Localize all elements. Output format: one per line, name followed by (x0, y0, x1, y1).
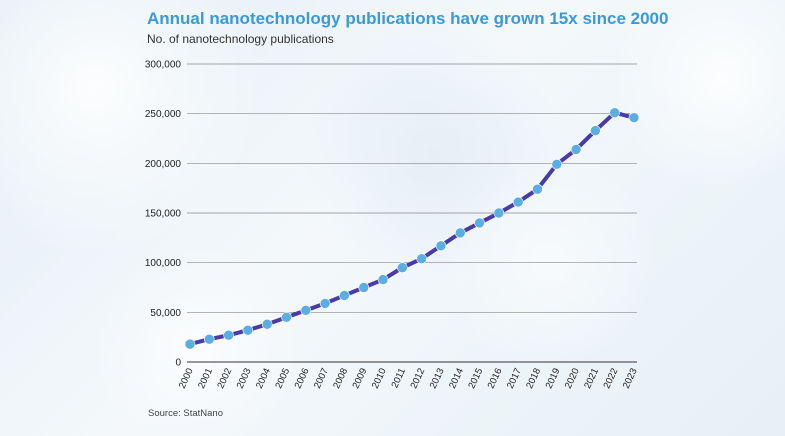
data-point (281, 311, 292, 323)
x-tick-label: 2012 (408, 367, 427, 391)
x-tick-label: 2019 (544, 367, 563, 391)
data-point (454, 227, 466, 239)
data-point (590, 125, 601, 136)
y-tick-label: 300,000 (145, 60, 182, 71)
data-point (184, 338, 196, 350)
data-point (358, 282, 370, 293)
data-point (242, 324, 254, 336)
x-tick-label: 2009 (351, 367, 370, 391)
x-tick-label: 2001 (196, 367, 215, 391)
x-tick-label: 2000 (177, 367, 196, 391)
x-tick-label: 2021 (582, 367, 601, 391)
data-point (532, 183, 543, 195)
x-tick-label: 2011 (389, 367, 408, 390)
data-point (435, 240, 447, 252)
x-tick-label: 2007 (312, 367, 331, 391)
x-tick-label: 2017 (505, 367, 524, 391)
data-point (300, 305, 312, 316)
data-point (339, 290, 350, 301)
y-tick-label: 250,000 (145, 109, 182, 120)
data-point (416, 253, 427, 264)
chart-title: Annual nanotechnology publications have … (147, 9, 669, 28)
x-tick-label: 2006 (293, 367, 312, 391)
x-tick-label: 2015 (466, 367, 485, 391)
chart-subtitle: No. of nanotechnology publications (147, 32, 334, 46)
x-tick-label: 2010 (370, 367, 389, 391)
data-point (609, 107, 620, 118)
x-tick-label: 2005 (273, 367, 292, 391)
data-point (223, 329, 234, 341)
x-tick-label: 2023 (621, 367, 640, 391)
x-tick-label: 2018 (524, 367, 543, 391)
y-tick-label: 200,000 (145, 159, 182, 170)
source-note: Source: StatNano (148, 408, 223, 419)
x-tick-label: 2020 (563, 367, 582, 391)
data-point (474, 217, 485, 229)
data-point (319, 298, 331, 309)
x-tick-label: 2008 (331, 367, 350, 391)
y-tick-label: 100,000 (145, 258, 182, 269)
y-tick-label: 0 (175, 358, 181, 369)
x-tick-label: 2003 (235, 367, 254, 391)
data-point (570, 144, 582, 155)
x-tick-label: 2002 (215, 367, 234, 391)
data-point (261, 318, 273, 330)
y-tick-label: 50,000 (150, 308, 181, 319)
data-point (493, 207, 505, 219)
data-point (204, 333, 215, 345)
x-tick-label: 2004 (254, 367, 273, 391)
y-tick-label: 150,000 (145, 209, 182, 220)
x-tick-label: 2016 (486, 367, 505, 391)
data-point (397, 262, 408, 273)
x-tick-label: 2022 (602, 367, 621, 391)
series-line (188, 110, 636, 347)
data-point (628, 112, 640, 123)
data-point (377, 274, 389, 285)
x-tick-label: 2013 (428, 367, 447, 391)
data-point (551, 159, 563, 170)
x-tick-label: 2014 (447, 367, 466, 391)
data-point (512, 196, 524, 208)
